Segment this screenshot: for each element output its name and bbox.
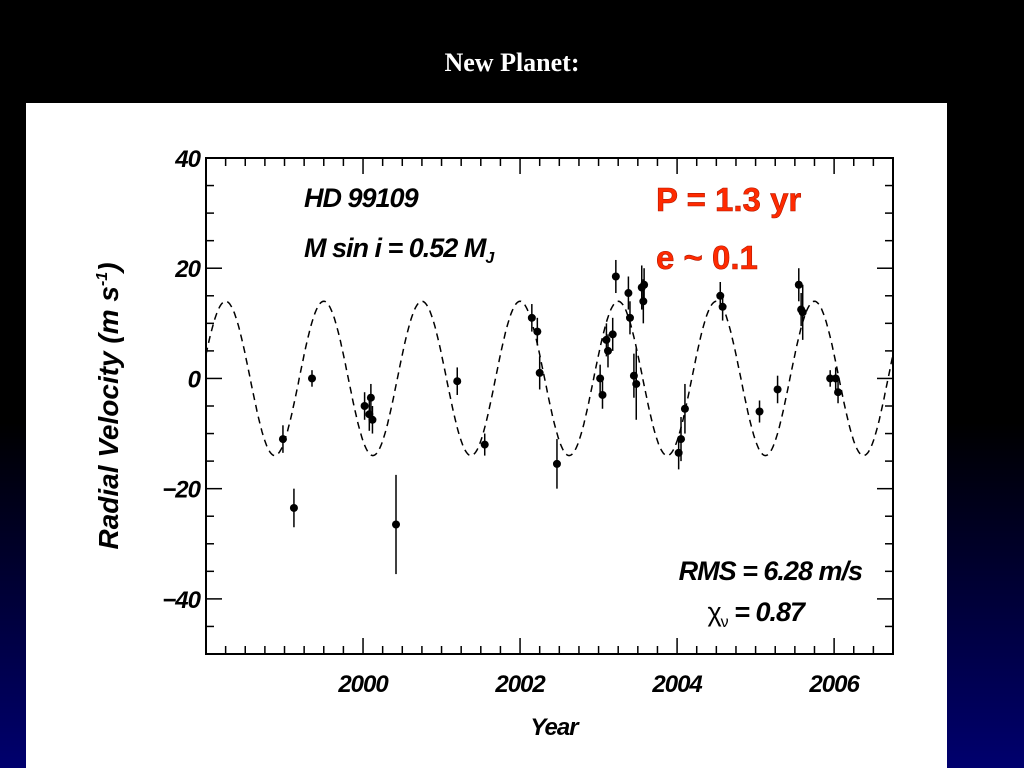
data-point — [773, 375, 782, 404]
data-marker — [798, 308, 807, 317]
data-marker — [718, 302, 727, 311]
y-axis-label: Radial Velocity (m s-1) — [93, 262, 124, 549]
data-point — [608, 317, 617, 351]
data-point — [632, 348, 641, 420]
data-marker — [527, 313, 536, 322]
data-point — [278, 425, 287, 453]
data-marker — [794, 280, 803, 289]
data-point — [755, 400, 764, 423]
data-marker — [680, 404, 689, 413]
data-marker — [611, 272, 620, 281]
x-tick-label: 2006 — [808, 671, 860, 698]
figure-panel: 2000 2002 2004 2006 −40 −20 0 20 40 HD 99109 M s… — [26, 103, 947, 768]
data-point — [611, 259, 620, 294]
chi-label: χν = 0.87 — [707, 597, 806, 631]
rv-chart: 2000 2002 2004 2006 −40 −20 0 20 40 HD 99109 M s… — [93, 146, 894, 741]
y-tick-label: −20 — [162, 477, 201, 504]
eccentricity-annotation: e ~ 0.1 — [656, 239, 758, 276]
data-marker — [608, 330, 617, 339]
data-point — [798, 284, 807, 340]
y-tick-label: 40 — [174, 146, 201, 173]
rms-label: RMS = 6.28 m/s — [679, 556, 863, 586]
data-point — [552, 439, 561, 489]
data-marker — [480, 440, 489, 449]
data-point — [527, 304, 536, 332]
axes-layer: 2000 2002 2004 2006 −40 −20 0 20 40 — [162, 146, 894, 698]
y-tick-label: −40 — [162, 587, 201, 614]
period-annotation: P = 1.3 yr — [656, 181, 801, 218]
data-marker — [533, 327, 542, 336]
data-marker — [289, 503, 298, 512]
data-point — [533, 317, 542, 346]
data-marker — [368, 415, 377, 424]
data-marker — [307, 374, 316, 383]
data-marker — [552, 459, 561, 468]
data-point — [598, 381, 607, 409]
x-tick-label: 2004 — [651, 671, 702, 698]
msini-label: M sin i = 0.52 MJ — [304, 233, 495, 267]
data-marker — [826, 374, 835, 383]
star-name-label: HD 99109 — [304, 183, 419, 213]
data-marker — [596, 374, 605, 383]
data-marker — [602, 335, 611, 344]
data-marker — [625, 313, 634, 322]
data-marker — [773, 385, 782, 394]
data-point — [826, 370, 835, 387]
data-marker — [392, 520, 401, 529]
data-point — [718, 293, 727, 321]
data-marker — [603, 346, 612, 355]
data-marker — [755, 407, 764, 416]
data-point — [603, 334, 612, 368]
data-point — [307, 370, 316, 387]
data-marker — [535, 368, 544, 377]
data-point — [480, 433, 489, 456]
x-tick-label: 2000 — [337, 671, 389, 698]
data-point — [625, 301, 634, 335]
data-marker — [632, 379, 641, 388]
data-marker — [834, 388, 843, 397]
y-tick-label: 0 — [188, 366, 202, 393]
data-point — [360, 392, 369, 420]
x-axis-label: Year — [530, 714, 580, 741]
data-marker — [624, 289, 633, 298]
data-point — [831, 367, 840, 390]
points-layer — [278, 259, 843, 575]
data-point — [596, 364, 605, 393]
data-marker — [677, 435, 686, 444]
x-tick-label: 2002 — [494, 671, 546, 698]
data-point — [834, 381, 843, 404]
data-marker — [366, 393, 375, 402]
data-marker — [453, 377, 462, 386]
orbit-fit-curve — [205, 300, 894, 457]
data-point — [624, 276, 633, 310]
data-point — [368, 406, 377, 434]
data-point — [453, 367, 462, 395]
data-point — [289, 488, 298, 528]
data-point — [794, 268, 803, 302]
data-point — [680, 383, 689, 434]
data-point — [392, 474, 401, 575]
data-point — [366, 383, 375, 412]
data-marker — [640, 280, 649, 289]
data-marker — [278, 435, 287, 444]
data-marker — [360, 402, 369, 410]
y-tick-label: 20 — [174, 256, 201, 283]
data-marker — [598, 390, 607, 399]
data-marker — [831, 374, 840, 383]
slide-title: New Planet: — [444, 48, 580, 77]
data-point — [677, 417, 686, 462]
data-marker — [639, 297, 648, 306]
data-point — [640, 268, 649, 302]
data-point — [535, 356, 544, 390]
fit-layer — [205, 300, 894, 457]
